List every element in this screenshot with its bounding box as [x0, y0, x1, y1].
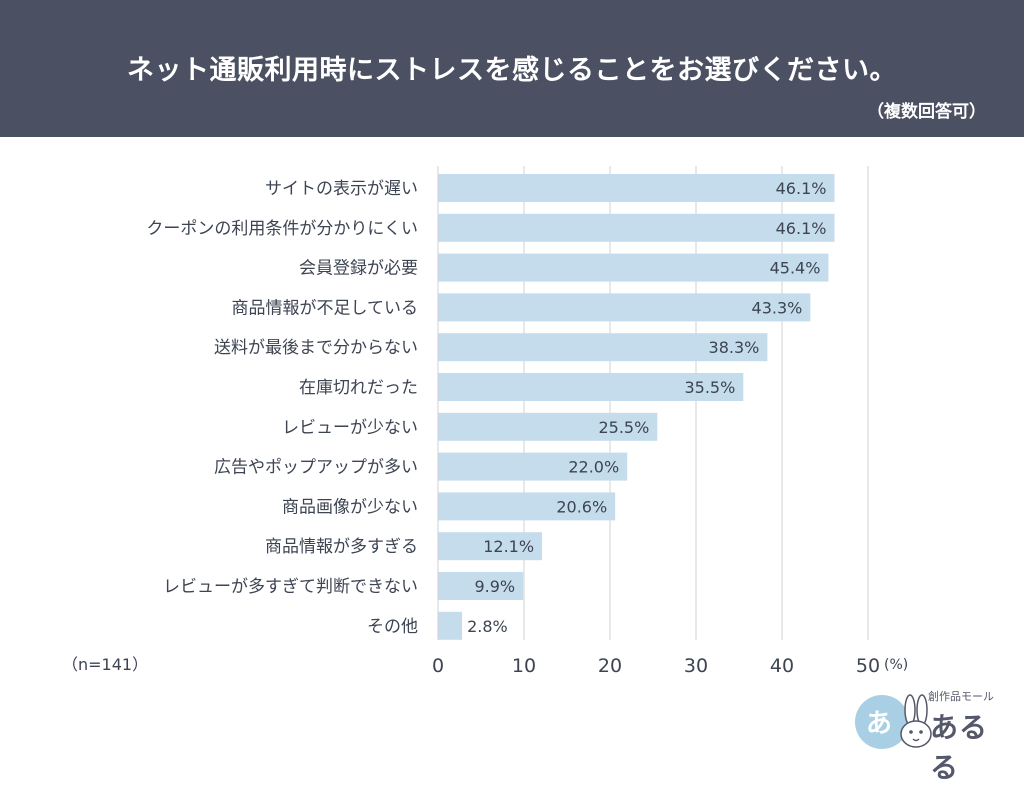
- logo-tagline: 創作品モール: [928, 690, 994, 703]
- value-label: 43.3%: [752, 298, 803, 317]
- tick-label: 20: [598, 655, 622, 677]
- tick-label: 50: [856, 655, 880, 677]
- value-label: 45.4%: [770, 259, 821, 278]
- category-label: 広告やポップアップが多い: [214, 458, 418, 478]
- brand-logo: あ 創作品モール あるる: [852, 688, 1012, 784]
- category-label: サイトの表示が遅い: [265, 179, 418, 199]
- rabbit-logo-icon: あ: [855, 694, 932, 749]
- bar: [438, 572, 524, 600]
- chart-title: ネット通販利用時にストレスを感じることをお選びください。: [127, 55, 897, 86]
- bar: [438, 412, 658, 441]
- bar-chart: サイトの表示が遅い 46.1% クーポンの利用条件が分かりにくい 46.1% 会員登録が…: [146, 166, 908, 677]
- category-label: 商品情報が不足している: [232, 298, 419, 318]
- value-label: 46.1%: [776, 219, 827, 238]
- category-label: 商品画像が少ない: [282, 497, 418, 517]
- category-label: クーポンの利用条件が分かりにくい: [146, 219, 418, 239]
- value-label: 35.5%: [684, 378, 735, 397]
- value-label: 25.5%: [598, 418, 649, 437]
- bar: [438, 611, 463, 640]
- tick-label: 40: [770, 655, 794, 677]
- bar: [438, 213, 835, 242]
- logo-name: あるる: [930, 711, 989, 784]
- bar: [438, 174, 835, 202]
- bar: [438, 532, 543, 561]
- bar: [438, 373, 744, 401]
- logo-mark-text: あ: [866, 709, 892, 739]
- bar: [438, 253, 829, 282]
- tick-label: 30: [684, 655, 708, 677]
- value-label: 22.0%: [568, 458, 619, 477]
- sample-size-note: （n=141）: [62, 655, 149, 674]
- tick-label: 0: [432, 655, 444, 677]
- category-label: 在庫切れだった: [299, 378, 418, 398]
- category-label: 送料が最後まで分からない: [214, 338, 418, 358]
- value-label: 46.1%: [776, 179, 827, 198]
- category-label: レビューが少ない: [282, 418, 418, 438]
- bar: [438, 293, 811, 322]
- value-label: 20.6%: [556, 497, 607, 516]
- unit-label: (%): [884, 657, 908, 673]
- category-label: その他: [367, 617, 418, 637]
- bar: [438, 333, 768, 362]
- tick-label: 10: [512, 655, 536, 677]
- value-label: 2.8%: [467, 617, 508, 636]
- category-label: 会員登録が必要: [299, 259, 418, 279]
- value-label: 9.9%: [474, 577, 515, 596]
- bar: [438, 492, 616, 521]
- header-banner: ネット通販利用時にストレスを感じることをお選びください。 （複数回答可）: [0, 0, 1024, 137]
- category-label: レビューが多すぎて判断できない: [163, 577, 418, 597]
- bar: [438, 452, 628, 481]
- value-label: 38.3%: [709, 338, 760, 357]
- chart-subtitle: （複数回答可）: [867, 102, 986, 122]
- category-label: 商品情報が多すぎる: [265, 537, 418, 557]
- value-label: 12.1%: [483, 537, 534, 556]
